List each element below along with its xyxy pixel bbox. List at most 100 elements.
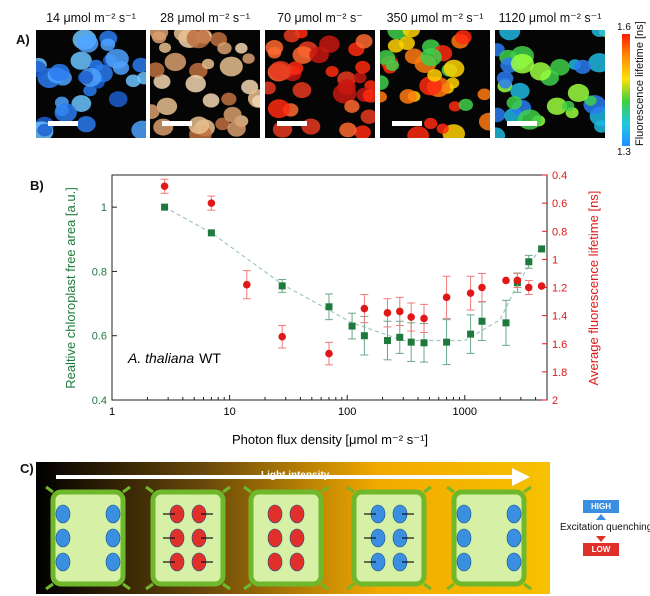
plant-cell [243, 485, 329, 591]
legend-high-badge: HIGH [583, 500, 619, 513]
chloroplast-blob [380, 75, 389, 91]
chloroplast-blob [76, 116, 96, 133]
chloroplast-blob [223, 106, 242, 123]
chloroplast [267, 552, 283, 572]
species-name: A. thaliana [127, 350, 194, 366]
micrograph-image [150, 30, 260, 138]
cell-wall [451, 489, 527, 587]
genotype-name: WT [199, 350, 221, 366]
data-point-circle [407, 313, 415, 321]
x-axis-ticks: 1 10 100 1000 [109, 395, 548, 418]
data-point-square [407, 338, 415, 346]
chloroplast-blob [125, 74, 141, 88]
chloroplast-blob [567, 83, 590, 102]
chloroplast-blob [355, 34, 373, 49]
chloroplast-blob [584, 95, 597, 106]
data-point-square [278, 282, 286, 290]
chloroplast-blob [188, 116, 210, 135]
colorbar-max: 1.6 [617, 22, 631, 33]
chloroplast [289, 552, 305, 572]
chloroplast-blob [546, 97, 568, 115]
cell-corner [523, 485, 532, 494]
chloroplast [506, 528, 522, 548]
chloroplast [289, 528, 305, 548]
chloroplast-blob [402, 30, 420, 38]
x-axis-label: Photon flux density [μmol m⁻² s⁻¹] [232, 432, 428, 447]
chloroplast-blob [132, 57, 146, 73]
chloroplast-blob [319, 35, 340, 53]
y-left-tick-label: 0.4 [92, 395, 107, 407]
cell-corner [122, 485, 131, 494]
cell-corner [45, 485, 54, 494]
data-point-circle [207, 199, 216, 207]
chloroplast-blob [362, 88, 375, 103]
chloroplast-blob [185, 75, 206, 93]
data-point-square [207, 229, 215, 237]
chloroplast-blob [529, 62, 552, 81]
data-point-circle [513, 276, 522, 285]
data-point-circle [478, 283, 486, 292]
x-tick-label: 1 [109, 406, 115, 418]
chloroplast [105, 552, 121, 572]
y-left-tick-label: 0.8 [92, 266, 107, 278]
chloroplast-blob [588, 53, 605, 73]
scale-bar [392, 121, 422, 126]
species-annotation: A. thaliana WT [127, 350, 221, 366]
cell-corner [523, 582, 532, 591]
cell-corner [346, 582, 355, 591]
chloroplast-blob [215, 117, 231, 131]
data-point-circle [420, 314, 428, 323]
chloroplast [55, 552, 71, 572]
chloroplast-blob [131, 120, 146, 138]
light-gradient-panel: Light intensity [36, 462, 550, 594]
chloroplast-blob [292, 82, 312, 99]
panel-b-label: B) [30, 178, 44, 193]
panel-a-label: A) [16, 32, 30, 47]
chloroplast-blob [151, 31, 167, 44]
cell-corner [320, 582, 329, 591]
chloroplast-blob [201, 58, 215, 70]
x-tick-label: 1000 [453, 406, 477, 418]
y-right-tick-label: 2 [552, 395, 558, 407]
micrograph-title: 70 μmol m⁻² s⁻ [277, 11, 363, 25]
chloroplast-blob [550, 58, 570, 76]
chloroplast-blob [339, 122, 357, 138]
chloroplast [55, 528, 71, 548]
chloroplast-blob [506, 96, 523, 110]
chloroplast-blob [70, 51, 92, 70]
chloroplast-blob [448, 101, 462, 112]
chloroplast-blob [424, 117, 438, 130]
data-point-square [443, 338, 451, 346]
cell-wall [50, 489, 126, 587]
cell-corner [446, 582, 455, 591]
chloroplast-blob [283, 30, 300, 43]
chloroplast-blob [71, 95, 92, 112]
chloroplast-blob [594, 120, 605, 133]
plant-cell [446, 485, 532, 591]
chloroplast-blob [227, 120, 246, 137]
legend-low-badge: LOW [583, 543, 619, 556]
chloroplast [456, 504, 472, 524]
chloroplast-blob [164, 52, 187, 72]
fit-line-path [164, 206, 543, 342]
chloroplast-blob [354, 125, 371, 138]
chloroplast-blob [150, 104, 160, 120]
chloroplast-blob [76, 34, 99, 53]
chloroplast-blob [495, 127, 506, 138]
chloroplast-blob [252, 95, 260, 108]
chloroplast-blob [458, 98, 474, 111]
chloroplast [456, 528, 472, 548]
chloroplast [289, 504, 305, 524]
data-point-square [161, 203, 169, 211]
micrograph-title: 28 μmol m⁻² s⁻¹ [160, 11, 250, 25]
micrograph-image [265, 30, 375, 138]
data-point-circle [242, 280, 251, 289]
chloroplast-blob [235, 42, 248, 54]
chloroplast-blob [202, 93, 220, 108]
data-point-circle [524, 283, 533, 292]
cell-corner [446, 485, 455, 494]
cell-corner [222, 582, 231, 591]
chloroplast-blob [100, 38, 116, 51]
cell-corner [423, 485, 432, 494]
chloroplast-blob [385, 59, 400, 72]
